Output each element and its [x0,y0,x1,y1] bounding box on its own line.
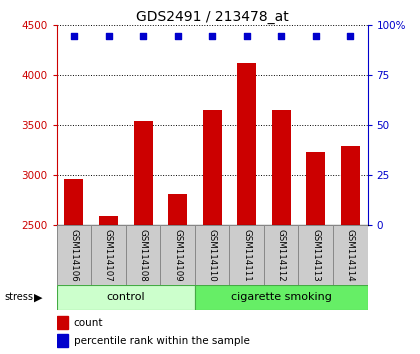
Point [312,33,319,39]
Text: GSM114111: GSM114111 [242,228,251,281]
Point [105,33,112,39]
Bar [99,216,118,225]
FancyBboxPatch shape [195,285,368,310]
FancyBboxPatch shape [57,225,91,285]
Point [140,33,147,39]
Text: GSM114108: GSM114108 [139,228,147,281]
Point [243,33,250,39]
Text: GSM114110: GSM114110 [207,228,217,281]
FancyBboxPatch shape [57,285,195,310]
Text: stress: stress [4,292,33,302]
FancyBboxPatch shape [299,225,333,285]
Text: GSM114113: GSM114113 [311,228,320,281]
Text: ▶: ▶ [34,292,43,302]
Text: GSM114114: GSM114114 [346,228,355,281]
Bar [306,152,325,225]
Text: cigarette smoking: cigarette smoking [231,292,332,302]
Point [209,33,215,39]
Text: GSM114109: GSM114109 [173,229,182,281]
Point [347,33,354,39]
FancyBboxPatch shape [160,225,195,285]
Point [278,33,284,39]
Bar [237,63,256,225]
FancyBboxPatch shape [229,225,264,285]
Point [174,33,181,39]
Text: GSM114106: GSM114106 [69,228,79,281]
Point [71,33,77,39]
Text: control: control [106,292,145,302]
Bar [57,335,68,348]
Text: GSM114107: GSM114107 [104,228,113,281]
Text: percentile rank within the sample: percentile rank within the sample [74,336,249,346]
Bar [168,194,187,225]
Bar [57,316,68,329]
FancyBboxPatch shape [195,225,229,285]
Title: GDS2491 / 213478_at: GDS2491 / 213478_at [136,10,289,24]
Bar [65,179,84,225]
Bar [202,110,222,225]
FancyBboxPatch shape [333,225,368,285]
Text: count: count [74,318,103,327]
Bar [134,121,152,225]
FancyBboxPatch shape [264,225,299,285]
FancyBboxPatch shape [91,225,126,285]
Bar [341,146,360,225]
Text: GSM114112: GSM114112 [277,228,286,281]
FancyBboxPatch shape [126,225,160,285]
Bar [272,110,291,225]
